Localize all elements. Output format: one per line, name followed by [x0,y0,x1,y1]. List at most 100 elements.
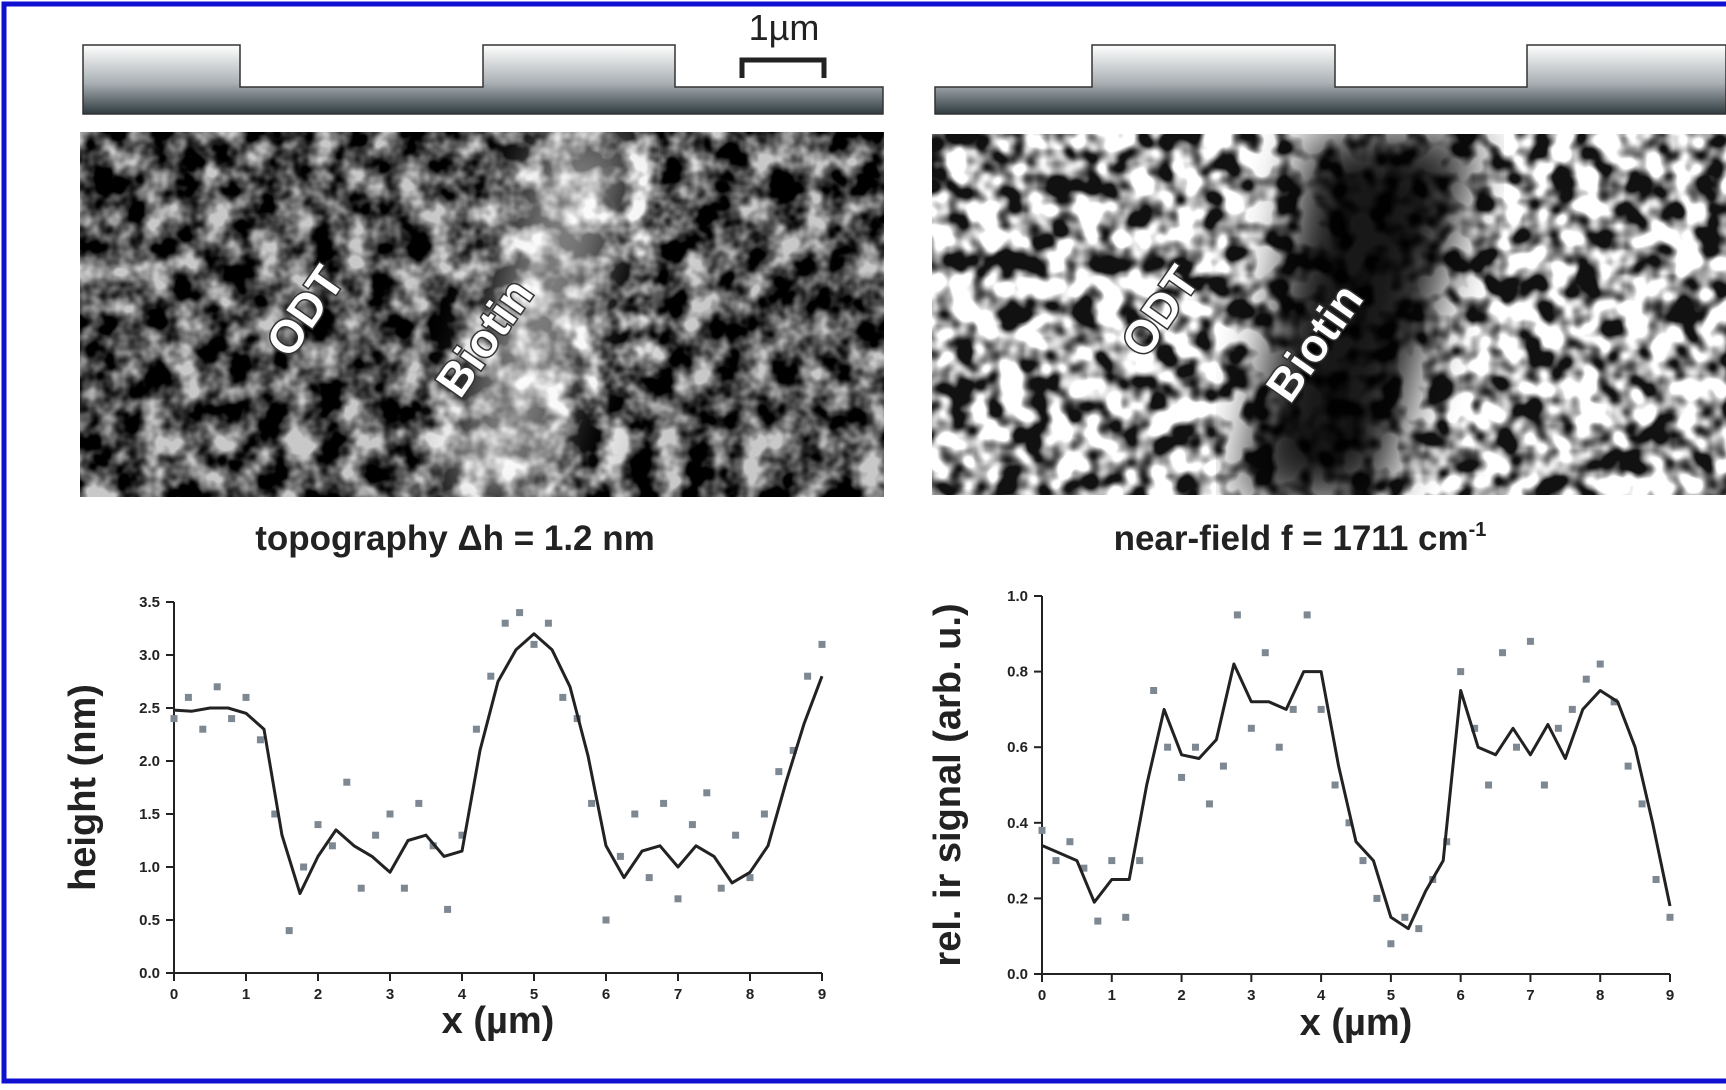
data-point [1108,857,1116,865]
data-point [645,874,653,882]
data-point [1261,649,1269,657]
data-point [1345,819,1353,827]
data-point [1415,925,1423,933]
data-line [1041,662,1672,931]
x-tick-label: 3 [386,986,394,1003]
x-tick-label: 4 [1317,987,1326,1004]
data-point [1094,917,1102,925]
data-point [314,821,322,829]
data-point [1331,781,1339,789]
x-tick-label: 4 [458,986,467,1003]
data-point [1052,857,1060,865]
data-point [1387,940,1395,948]
y-tick-label: 0.8 [1007,664,1028,681]
scale-bar-label: 1µm [749,7,820,48]
title-text: topography Δh = 1.2 nm [255,519,655,558]
x-tick-label: 7 [1526,987,1534,1004]
x-tick-label: 0 [1038,987,1046,1004]
data-point [732,831,740,839]
data-point [1205,800,1213,808]
data-point [1219,762,1227,770]
data-point [400,884,408,892]
data-point [616,852,624,860]
data-point [660,799,668,807]
data-point [717,884,725,892]
data-point [1150,687,1158,694]
y-tick-label: 2.5 [139,700,160,717]
data-point [1485,781,1493,789]
data-point [1624,762,1632,770]
data-point [501,619,509,627]
near-field-image: ODT Biotin [932,134,1726,495]
data-point [1443,838,1451,846]
x-tick-label: 5 [530,986,538,1003]
y-tick-label: 3.0 [139,647,160,664]
data-point [530,640,538,648]
data-point [818,640,826,648]
x-tick-label: 8 [1596,987,1604,1004]
data-point [285,927,293,935]
step-profile [82,44,884,115]
data-point [1526,637,1534,645]
data-point [1178,773,1186,781]
data-point [1136,857,1144,865]
data-point [559,693,567,701]
y-tick-label: 0.4 [1007,815,1029,832]
data-point [372,831,380,839]
x-tick-label: 9 [1666,987,1674,1004]
data-point [444,905,452,913]
data-point [760,810,768,818]
data-point [1638,800,1646,808]
y-axis-label: rel. ir signal (arb. u.) [927,603,969,966]
data-point [602,916,610,924]
y-tick-label: 2.0 [139,753,160,770]
data-point [1666,913,1674,921]
data-point [789,746,797,754]
data-point [1540,781,1548,789]
x-axis-label: x (µm) [1300,1002,1413,1044]
data-point [1066,838,1074,846]
data-point [1457,668,1465,676]
x-tick-label: 2 [1177,987,1185,1004]
scale-bar [739,57,827,78]
y-tick-label: 0.0 [139,965,160,982]
data-point [1289,705,1297,713]
y-tick-label: 0.6 [1007,739,1028,756]
data-point [256,736,264,744]
y-tick-label: 0.5 [139,912,160,929]
data-point [544,619,552,627]
data-point [415,799,423,807]
data-point [703,789,711,797]
data-point [1596,660,1604,668]
data-point [1512,743,1520,751]
data-point [458,831,466,839]
data-point [1359,857,1367,865]
y-tick-label: 3.5 [139,594,160,611]
data-point [1247,724,1255,732]
data-point [1401,913,1409,921]
y-tick-label: 0.0 [1007,966,1028,983]
chart-title: topography Δh = 1.2 nm [255,519,655,558]
data-point [775,768,783,776]
data-point [1303,611,1311,619]
data-point [1192,743,1200,751]
data-line [173,632,824,895]
y-tick-label: 1.0 [139,859,160,876]
data-point [588,799,596,807]
x-tick-label: 9 [818,986,826,1003]
data-point [300,863,308,871]
y-axis-label: height (nm) [62,684,104,891]
topography-image: ODT Biotin [80,132,884,497]
data-point [1275,743,1283,751]
data-point [386,810,394,818]
y-tick-label: 1.5 [139,806,160,823]
data-point [746,874,754,882]
data-point [487,672,495,680]
data-point [1038,826,1046,834]
data-point [1122,913,1130,921]
data-point [1080,864,1088,872]
data-point [1471,724,1479,732]
data-point [1499,649,1507,657]
data-point [1582,675,1590,683]
